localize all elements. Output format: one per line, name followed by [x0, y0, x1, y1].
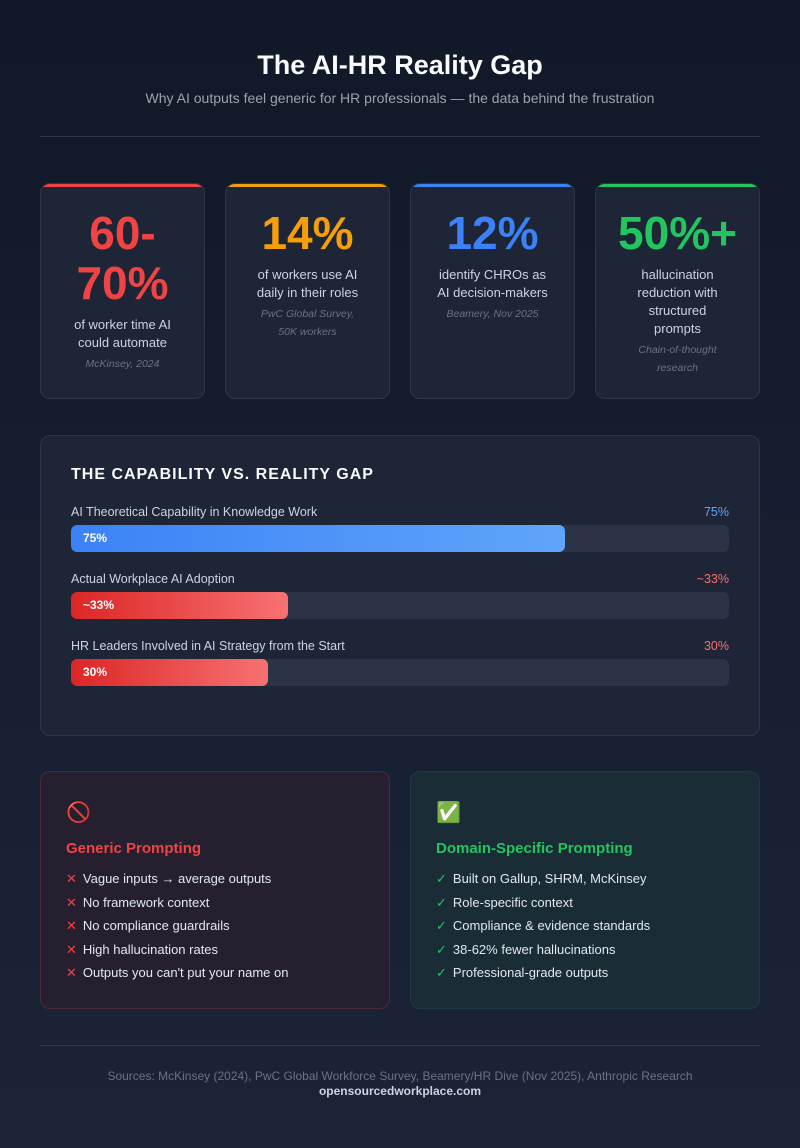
list-item-text: Vague inputs → average outputs: [82, 871, 272, 886]
divider: [40, 136, 760, 137]
domain-list: ✓ Built on Gallup, SHRM, McKinsey ✓ Role-sp…: [436, 867, 734, 985]
stat-value: 12%: [446, 207, 539, 259]
bar-track: ~33%: [71, 592, 729, 619]
footer-sources: Sources: McKinsey (2024), PwC Global Wor…: [107, 1069, 693, 1083]
capability-gap-panel: THE CAPABILITY VS. REALITY GAP AI Theore…: [40, 435, 760, 736]
accent-bar: [596, 184, 759, 187]
list-item-text: High hallucination rates: [82, 941, 219, 957]
list-item-text: Professional-grade outputs: [452, 965, 609, 980]
bar-value: 30%: [703, 639, 729, 653]
stat-card-hallucination: 50%+ hallucination reduction with struct…: [595, 183, 760, 399]
list-item: ✓ Professional-grade outputs: [436, 961, 734, 985]
list-item-text: Compliance & evidence standards: [452, 918, 651, 933]
section-title: THE CAPABILITY VS. REALITY GAP: [71, 466, 374, 483]
list-item: ✓ Built on Gallup, SHRM, McKinsey: [436, 867, 734, 891]
page-title: The AI-HR Reality Gap: [257, 50, 543, 80]
bar-fill: 30%: [71, 659, 269, 686]
domain-prompting-card: ✅ Domain-Specific Prompting ✓ Built on Ga…: [410, 771, 760, 1009]
card-title: Generic Prompting: [66, 840, 202, 857]
accent-bar: [41, 184, 204, 187]
list-item-text: No compliance guardrails: [82, 918, 230, 933]
x-mark-icon: ✕: [66, 894, 77, 910]
bar-track: 75%: [71, 525, 729, 552]
stat-source: Beamery, Nov 2025: [446, 308, 539, 320]
check-mark-icon: ✓: [436, 941, 447, 957]
footer: Sources: McKinsey (2024), PwC Global Wor…: [40, 1069, 760, 1099]
bar-label: AI Theoretical Capability in Knowledge W…: [71, 505, 318, 519]
stat-source: McKinsey, 2024: [85, 358, 160, 370]
list-item: ✕ Vague inputs → average outputs: [66, 867, 364, 891]
stat-value: 50%+: [618, 207, 737, 259]
check-mark-icon: ✓: [436, 965, 447, 980]
list-item-text: No framework context: [82, 894, 210, 910]
generic-list: ✕ Vague inputs → average outputs ✕ No frame…: [66, 867, 364, 985]
check-mark-icon: ✓: [436, 918, 447, 933]
bar-label: Actual Workplace AI Adoption: [71, 572, 235, 586]
accent-bar: [411, 184, 574, 187]
list-item-text: Role-specific context: [452, 894, 573, 910]
stat-description: hallucination reduction with structured …: [637, 267, 718, 336]
list-item: ✕ No framework context: [66, 891, 364, 915]
bar-track: 30%: [71, 659, 729, 686]
bar-fill: 75%: [71, 525, 565, 552]
bar-value: ~33%: [696, 572, 729, 586]
list-item: ✓ 38-62% fewer hallucinations: [436, 938, 734, 962]
x-mark-icon: ✕: [66, 965, 77, 980]
stat-source: PwC Global Survey, 50K workers: [260, 308, 355, 338]
stat-value: 60-70%: [76, 207, 169, 309]
prohibited-icon: 🚫: [66, 802, 91, 824]
stat-value: 14%: [261, 207, 354, 259]
list-item-text: Outputs you can't put your name on: [82, 965, 289, 980]
list-item: ✕ No compliance guardrails: [66, 914, 364, 938]
stat-card-chros: 12% identify CHROs as AI decision-makers…: [410, 183, 575, 399]
check-mark-icon: ✓: [436, 871, 447, 886]
stat-card-daily-use: 14% of workers use AI daily in their rol…: [225, 183, 390, 399]
list-item: ✕ High hallucination rates: [66, 938, 364, 962]
footer-site: opensourcedworkplace.com: [318, 1084, 482, 1098]
bar-fill: ~33%: [71, 592, 289, 619]
list-item: ✓ Compliance & evidence standards: [436, 914, 734, 938]
accent-bar: [226, 184, 389, 187]
card-title: Domain-Specific Prompting: [436, 840, 633, 857]
x-mark-icon: ✕: [66, 918, 77, 933]
stat-cards: 60-70% of worker time AI could automate …: [40, 183, 760, 399]
check-box-icon: ✅: [436, 802, 461, 824]
list-item-text: Built on Gallup, SHRM, McKinsey: [452, 871, 647, 886]
list-item: ✓ Role-specific context: [436, 891, 734, 915]
stat-source: Chain-of-thought research: [638, 344, 717, 374]
divider: [40, 1045, 760, 1046]
x-mark-icon: ✕: [66, 871, 77, 886]
bar-value: 75%: [703, 505, 729, 519]
stat-description: identify CHROs as AI decision-makers: [437, 267, 548, 300]
list-item: ✕ Outputs you can't put your name on: [66, 961, 364, 985]
generic-prompting-card: 🚫 Generic Prompting ✕ Vague inputs → aver…: [40, 771, 390, 1009]
stat-description: of worker time AI could automate: [74, 317, 171, 350]
stat-card-automation: 60-70% of worker time AI could automate …: [40, 183, 205, 399]
check-mark-icon: ✓: [436, 894, 447, 910]
bar-label: HR Leaders Involved in AI Strategy from …: [71, 639, 345, 653]
list-item-text: 38-62% fewer hallucinations: [452, 941, 616, 957]
page-subtitle: Why AI outputs feel generic for HR profe…: [145, 90, 655, 106]
stat-description: of workers use AI daily in their roles: [256, 267, 359, 300]
x-mark-icon: ✕: [66, 941, 77, 957]
